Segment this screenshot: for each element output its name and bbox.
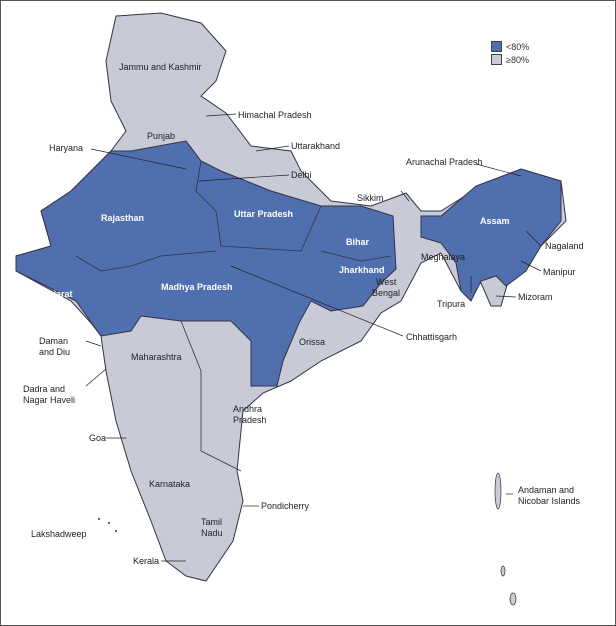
label-dadra-1: Dadra and	[23, 384, 66, 394]
label-daman-2: and Diu	[39, 347, 71, 357]
label-madhya-pradesh: Madhya Pradesh	[161, 282, 233, 292]
label-assam: Assam	[480, 216, 510, 226]
region-below-80-central	[15, 140, 397, 387]
label-maharashtra: Maharashtra	[131, 352, 182, 362]
label-andhra-2: Pradesh	[233, 415, 267, 425]
label-orissa: Orissa	[299, 337, 326, 347]
label-gujarat: Gujarat	[41, 289, 73, 299]
label-karnataka: Karnataka	[149, 479, 191, 489]
label-sikkim: Sikkim	[357, 193, 384, 203]
label-uttar-pradesh: Uttar Pradesh	[234, 209, 294, 219]
label-bihar: Bihar	[346, 237, 370, 247]
region-below-80-northeast	[420, 168, 562, 302]
label-himachal-pradesh: Himachal Pradesh	[238, 110, 312, 120]
label-mizoram: Mizoram	[518, 292, 553, 302]
label-andhra-1: Andhra	[233, 404, 263, 414]
legend-item-below-80: <80%	[491, 41, 529, 52]
label-uttarakhand: Uttarakhand	[291, 141, 341, 151]
label-kerala: Kerala	[133, 556, 160, 566]
state-borders-4	[180, 320, 242, 472]
label-daman-1: Daman	[39, 336, 69, 346]
legend: <80% ≥80%	[491, 41, 529, 67]
label-andaman-2: Nicobar Islands	[518, 496, 581, 506]
label-dadra-2: Nagar Haveli	[23, 395, 76, 405]
label-west-bengal-2: Bengal	[372, 288, 401, 298]
label-meghalaya: Meghalaya	[421, 252, 466, 262]
label-goa: Goa	[89, 433, 107, 443]
label-manipur: Manipur	[543, 267, 576, 277]
label-andaman-1: Andaman and	[518, 485, 575, 495]
leader-lines	[85, 113, 542, 562]
state-borders-2	[75, 250, 217, 272]
state-borders-3	[320, 250, 392, 262]
legend-item-above-80: ≥80%	[491, 54, 529, 65]
label-haryana: Haryana	[49, 143, 84, 153]
label-jammu-kashmir: Jammu and Kashmir	[119, 62, 202, 72]
label-tamil-1: Tamil	[201, 517, 223, 527]
label-delhi: Delhi	[291, 170, 312, 180]
lakshadweep-islands	[98, 518, 117, 532]
label-pondicherry: Pondicherry	[261, 501, 310, 511]
label-punjab: Punjab	[147, 131, 176, 141]
label-rajasthan: Rajasthan	[101, 213, 145, 223]
label-tripura: Tripura	[437, 299, 466, 309]
label-arunachal-pradesh: Arunachal Pradesh	[406, 157, 483, 167]
andaman-islands	[494, 472, 517, 606]
label-jharkhand: Jharkhand	[339, 265, 385, 275]
label-lakshadweep: Lakshadweep	[31, 529, 87, 539]
state-borders	[185, 140, 322, 252]
label-nagaland: Nagaland	[545, 241, 584, 251]
label-tamil-2: Nadu	[201, 528, 223, 538]
label-chhattisgarh: Chhattisgarh	[406, 332, 458, 342]
label-west-bengal-1: West	[376, 277, 397, 287]
